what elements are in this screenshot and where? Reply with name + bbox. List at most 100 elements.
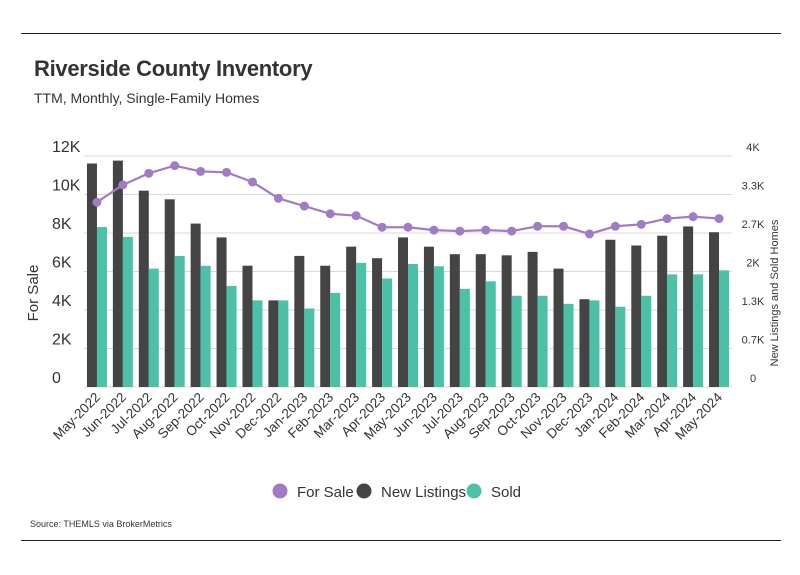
right-tick-label: 1.3K [742,296,765,308]
sold-bar [433,266,444,387]
left-tick-label: 6K [52,255,72,272]
for-sale-point [636,219,646,229]
sold-bar [589,300,600,387]
sold-bar [485,281,496,387]
new-listings-bar [527,251,538,387]
left-tick-label: 10K [52,178,81,195]
for-sale-point [377,222,387,232]
sold-bar [563,303,574,387]
sold-bar [719,270,730,387]
source-note: Source: THEMLS via BrokerMetrics [30,519,172,529]
left-tick-label: 0 [52,370,61,387]
sold-bar [382,278,393,387]
new-listings-bar [605,239,616,387]
legend-label: New Listings [381,484,466,501]
for-sale-point [714,214,724,224]
new-listings-bar [449,254,460,387]
sold-bar [459,288,470,387]
chart-title: Riverside County Inventory [34,56,313,81]
right-tick-label: 0.7K [742,335,765,347]
sold-bar [641,295,652,387]
for-sale-point [222,167,232,177]
legend-item: New Listings [356,483,466,501]
new-listings-bar [268,300,279,387]
sold-bar [278,300,289,387]
sold-bar [330,292,341,387]
for-sale-point [455,226,465,236]
new-listings-bar [631,245,642,387]
for-sale-point [92,197,102,207]
left-axis-title: For Sale [25,265,42,322]
legend-swatch [272,483,288,499]
new-listings-bar [683,226,694,387]
for-sale-point [196,166,206,176]
chart-subtitle: TTM, Monthly, Single-Family Homes [34,90,260,106]
new-listings-bar [501,255,512,387]
sold-bar [122,236,133,387]
for-sale-point [533,221,543,231]
new-listings-bar [190,223,201,387]
sold-bar [356,262,367,387]
sold-bar [408,263,418,387]
sold-bar [226,285,237,387]
new-listings-bar [475,254,486,387]
new-listings-bar [657,235,668,387]
new-listings-bar [398,237,408,387]
right-axis-title: New Listings and Sold Homes [769,219,781,366]
right-tick-label: 3.3K [742,181,765,193]
new-listings-bar [579,299,590,387]
new-listings-bar [709,232,720,387]
for-sale-point [584,229,594,239]
right-tick-label: 0 [750,373,756,385]
for-sale-point [299,201,309,211]
for-sale-point [351,211,361,221]
for-sale-point [118,180,128,190]
new-listings-bar [112,160,123,387]
right-tick-label: 2K [746,258,760,270]
for-sale-point [481,225,491,235]
for-sale-point [144,168,154,178]
new-listings-bar [86,163,97,387]
right-tick-label: 2.7K [742,219,765,231]
sold-bar [252,300,263,387]
for-sale-point [247,177,257,187]
bottom-rule [21,540,781,541]
for-sale-point [610,221,620,231]
new-listings-bar [294,255,305,387]
sold-bar [615,306,626,387]
for-sale-point [688,212,698,222]
sold-bar [511,295,522,387]
legend-item: For Sale [272,483,354,501]
new-listings-bar [423,246,434,387]
for-sale-point [429,225,439,235]
sold-bar [537,295,548,387]
legend-swatch [356,483,372,499]
for-sale-point [325,209,335,219]
sold-bar [174,255,185,387]
sold-bar [693,274,704,387]
right-tick-label: 4K [746,142,760,154]
for-sale-point [403,222,413,232]
sold-bar [200,265,211,387]
for-sale-point [170,161,180,171]
left-tick-label: 8K [52,216,72,233]
new-listings-bar [242,265,253,387]
new-listings-bar [553,268,564,387]
new-listings-bar [320,265,331,387]
legend-item: Sold [466,483,521,501]
left-tick-label: 4K [52,293,72,310]
new-listings-bar [372,258,383,387]
for-sale-point [559,221,569,231]
left-tick-label: 2K [52,332,72,349]
for-sale-point [507,226,517,236]
new-listings-bar [164,199,175,387]
legend-label: For Sale [297,484,354,501]
legend-swatch [466,483,482,499]
left-tick-label: 12K [52,139,81,156]
top-rule [21,33,781,34]
legend-label: Sold [491,484,521,501]
new-listings-bar [346,246,357,387]
sold-bar [304,308,315,387]
sold-bar [96,227,107,387]
